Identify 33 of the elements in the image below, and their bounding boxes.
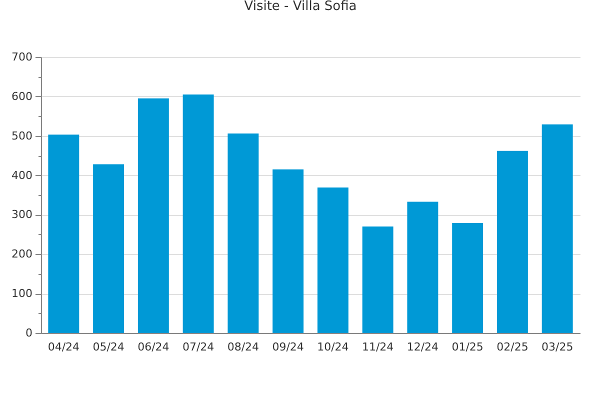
bar	[496, 150, 528, 333]
y-tick-label: 700	[12, 50, 32, 64]
x-tick-label: 01/25	[452, 340, 484, 354]
y-tick-label: 0	[26, 326, 32, 340]
bar	[407, 202, 438, 333]
bar	[362, 226, 394, 333]
y-tick-label: 200	[12, 248, 32, 261]
bar	[542, 124, 573, 333]
x-tick-label: 04/24	[48, 340, 80, 354]
x-tick-label: 06/24	[138, 340, 170, 354]
x-tick-label: 02/25	[496, 340, 528, 354]
x-tick-label: 09/24	[272, 340, 304, 354]
x-tick-label: 03/25	[541, 340, 574, 354]
y-tick-label: 300	[12, 208, 32, 222]
x-tick-label: 10/24	[317, 340, 349, 354]
y-tick-label: 100	[12, 287, 32, 300]
x-tick-label: 11/24	[362, 340, 394, 354]
x-tick-label: 05/24	[92, 340, 124, 354]
bar	[182, 94, 214, 333]
y-tick-label: 400	[12, 168, 32, 182]
bar	[452, 222, 484, 333]
bar	[138, 98, 169, 333]
x-tick-label: 12/24	[406, 340, 439, 354]
chart-title: Visite - Villa Sofia	[244, 0, 357, 14]
bar	[272, 169, 304, 333]
bar	[228, 133, 259, 333]
y-tick-label: 500	[12, 129, 32, 142]
bar	[93, 164, 124, 333]
x-tick-label: 07/24	[182, 340, 214, 354]
bar	[48, 134, 80, 333]
y-tick-label: 600	[12, 90, 32, 103]
bar	[317, 188, 348, 333]
x-tick-label: 08/24	[227, 340, 260, 354]
